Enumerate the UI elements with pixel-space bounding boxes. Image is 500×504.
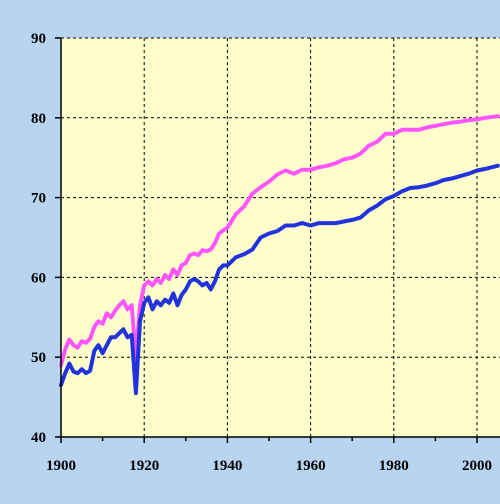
y-tick-label-90: 90 <box>31 31 46 47</box>
x-tick-label-1980: 1980 <box>379 458 409 474</box>
y-tick-label-70: 70 <box>31 191 46 207</box>
series-line-0 <box>59 114 500 368</box>
x-tick-label-1920: 1920 <box>129 458 159 474</box>
y-tick-label-50: 50 <box>31 350 46 366</box>
y-tick-label-40: 40 <box>31 430 46 446</box>
series-layer <box>59 114 500 396</box>
series-line-1 <box>59 163 500 396</box>
axes <box>55 37 500 443</box>
x-tick-label-1960: 1960 <box>296 458 326 474</box>
y-tick-label-80: 80 <box>31 111 46 127</box>
x-tick-label-1900: 1900 <box>46 458 76 474</box>
tick-labels: 40 50 60 70 80 90 1900 1920 1940 1960 1980 2000 <box>31 31 492 474</box>
y-tick-label-60: 60 <box>31 270 46 286</box>
x-tick-label-1940: 1940 <box>212 458 242 474</box>
plot-area <box>61 38 500 437</box>
x-tick-label-2000: 2000 <box>462 458 492 474</box>
